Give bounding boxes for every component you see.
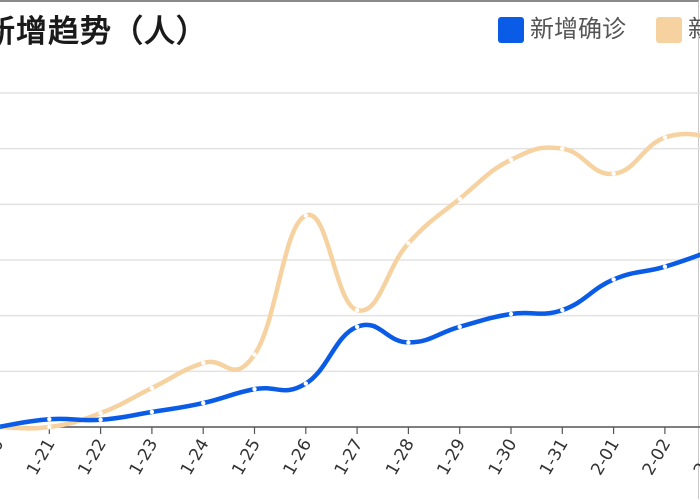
x-tick-label: 1-25 — [228, 436, 265, 479]
data-point-0 — [98, 417, 103, 422]
legend-label-second: 新 — [688, 14, 700, 44]
data-point-0 — [354, 324, 360, 329]
data-point-1 — [662, 135, 668, 140]
x-tick-label: 1-31 — [536, 436, 573, 479]
data-point-0 — [252, 386, 257, 392]
data-point-1 — [457, 196, 462, 201]
legend-label-confirmed: 新增确诊 — [530, 15, 626, 43]
data-point-0 — [47, 417, 52, 422]
x-tick-label: 2-02 — [639, 436, 676, 479]
data-point-1 — [611, 171, 616, 176]
x-tick-label: 1-26 — [280, 436, 317, 479]
series-line-1 — [0, 131, 700, 431]
data-point-1 — [149, 385, 155, 391]
data-point-0 — [611, 277, 616, 282]
data-point-1 — [560, 146, 565, 151]
data-point-0 — [201, 400, 206, 406]
x-tick-label: 1-29 — [433, 436, 470, 479]
x-tick-label: 1-28 — [382, 436, 419, 479]
data-point-1 — [98, 410, 103, 416]
x-tick-label: 2-01 — [587, 436, 624, 479]
x-tick-label: 2-03 — [690, 436, 700, 479]
data-point-0 — [457, 324, 462, 329]
data-point-1 — [201, 360, 206, 366]
data-point-0 — [508, 311, 514, 317]
x-tick-label: 1-23 — [126, 436, 163, 479]
series-line-0 — [0, 252, 700, 429]
data-point-0 — [662, 264, 668, 269]
data-point-0 — [560, 307, 565, 313]
data-point-1 — [406, 241, 411, 246]
legend-swatch-second — [656, 17, 682, 43]
x-tick-label: 1-27 — [331, 436, 368, 479]
data-point-1 — [303, 213, 308, 218]
data-point-0 — [303, 381, 308, 386]
chart-title: 新增趋势（人） — [0, 14, 208, 50]
data-point-0 — [406, 340, 411, 345]
data-point-0 — [149, 409, 155, 415]
x-tick-label: 1-20 — [0, 436, 8, 479]
legend-swatch-confirmed — [498, 17, 524, 43]
data-point-1 — [354, 307, 360, 313]
x-tick-label: 1-24 — [177, 436, 214, 479]
x-tick-label: 1-22 — [74, 436, 111, 479]
data-point-1 — [508, 157, 514, 162]
x-tick-label: 1-21 — [23, 436, 60, 479]
data-point-1 — [252, 352, 257, 357]
data-point-1 — [47, 424, 52, 430]
x-tick-label: 1-30 — [485, 436, 522, 479]
